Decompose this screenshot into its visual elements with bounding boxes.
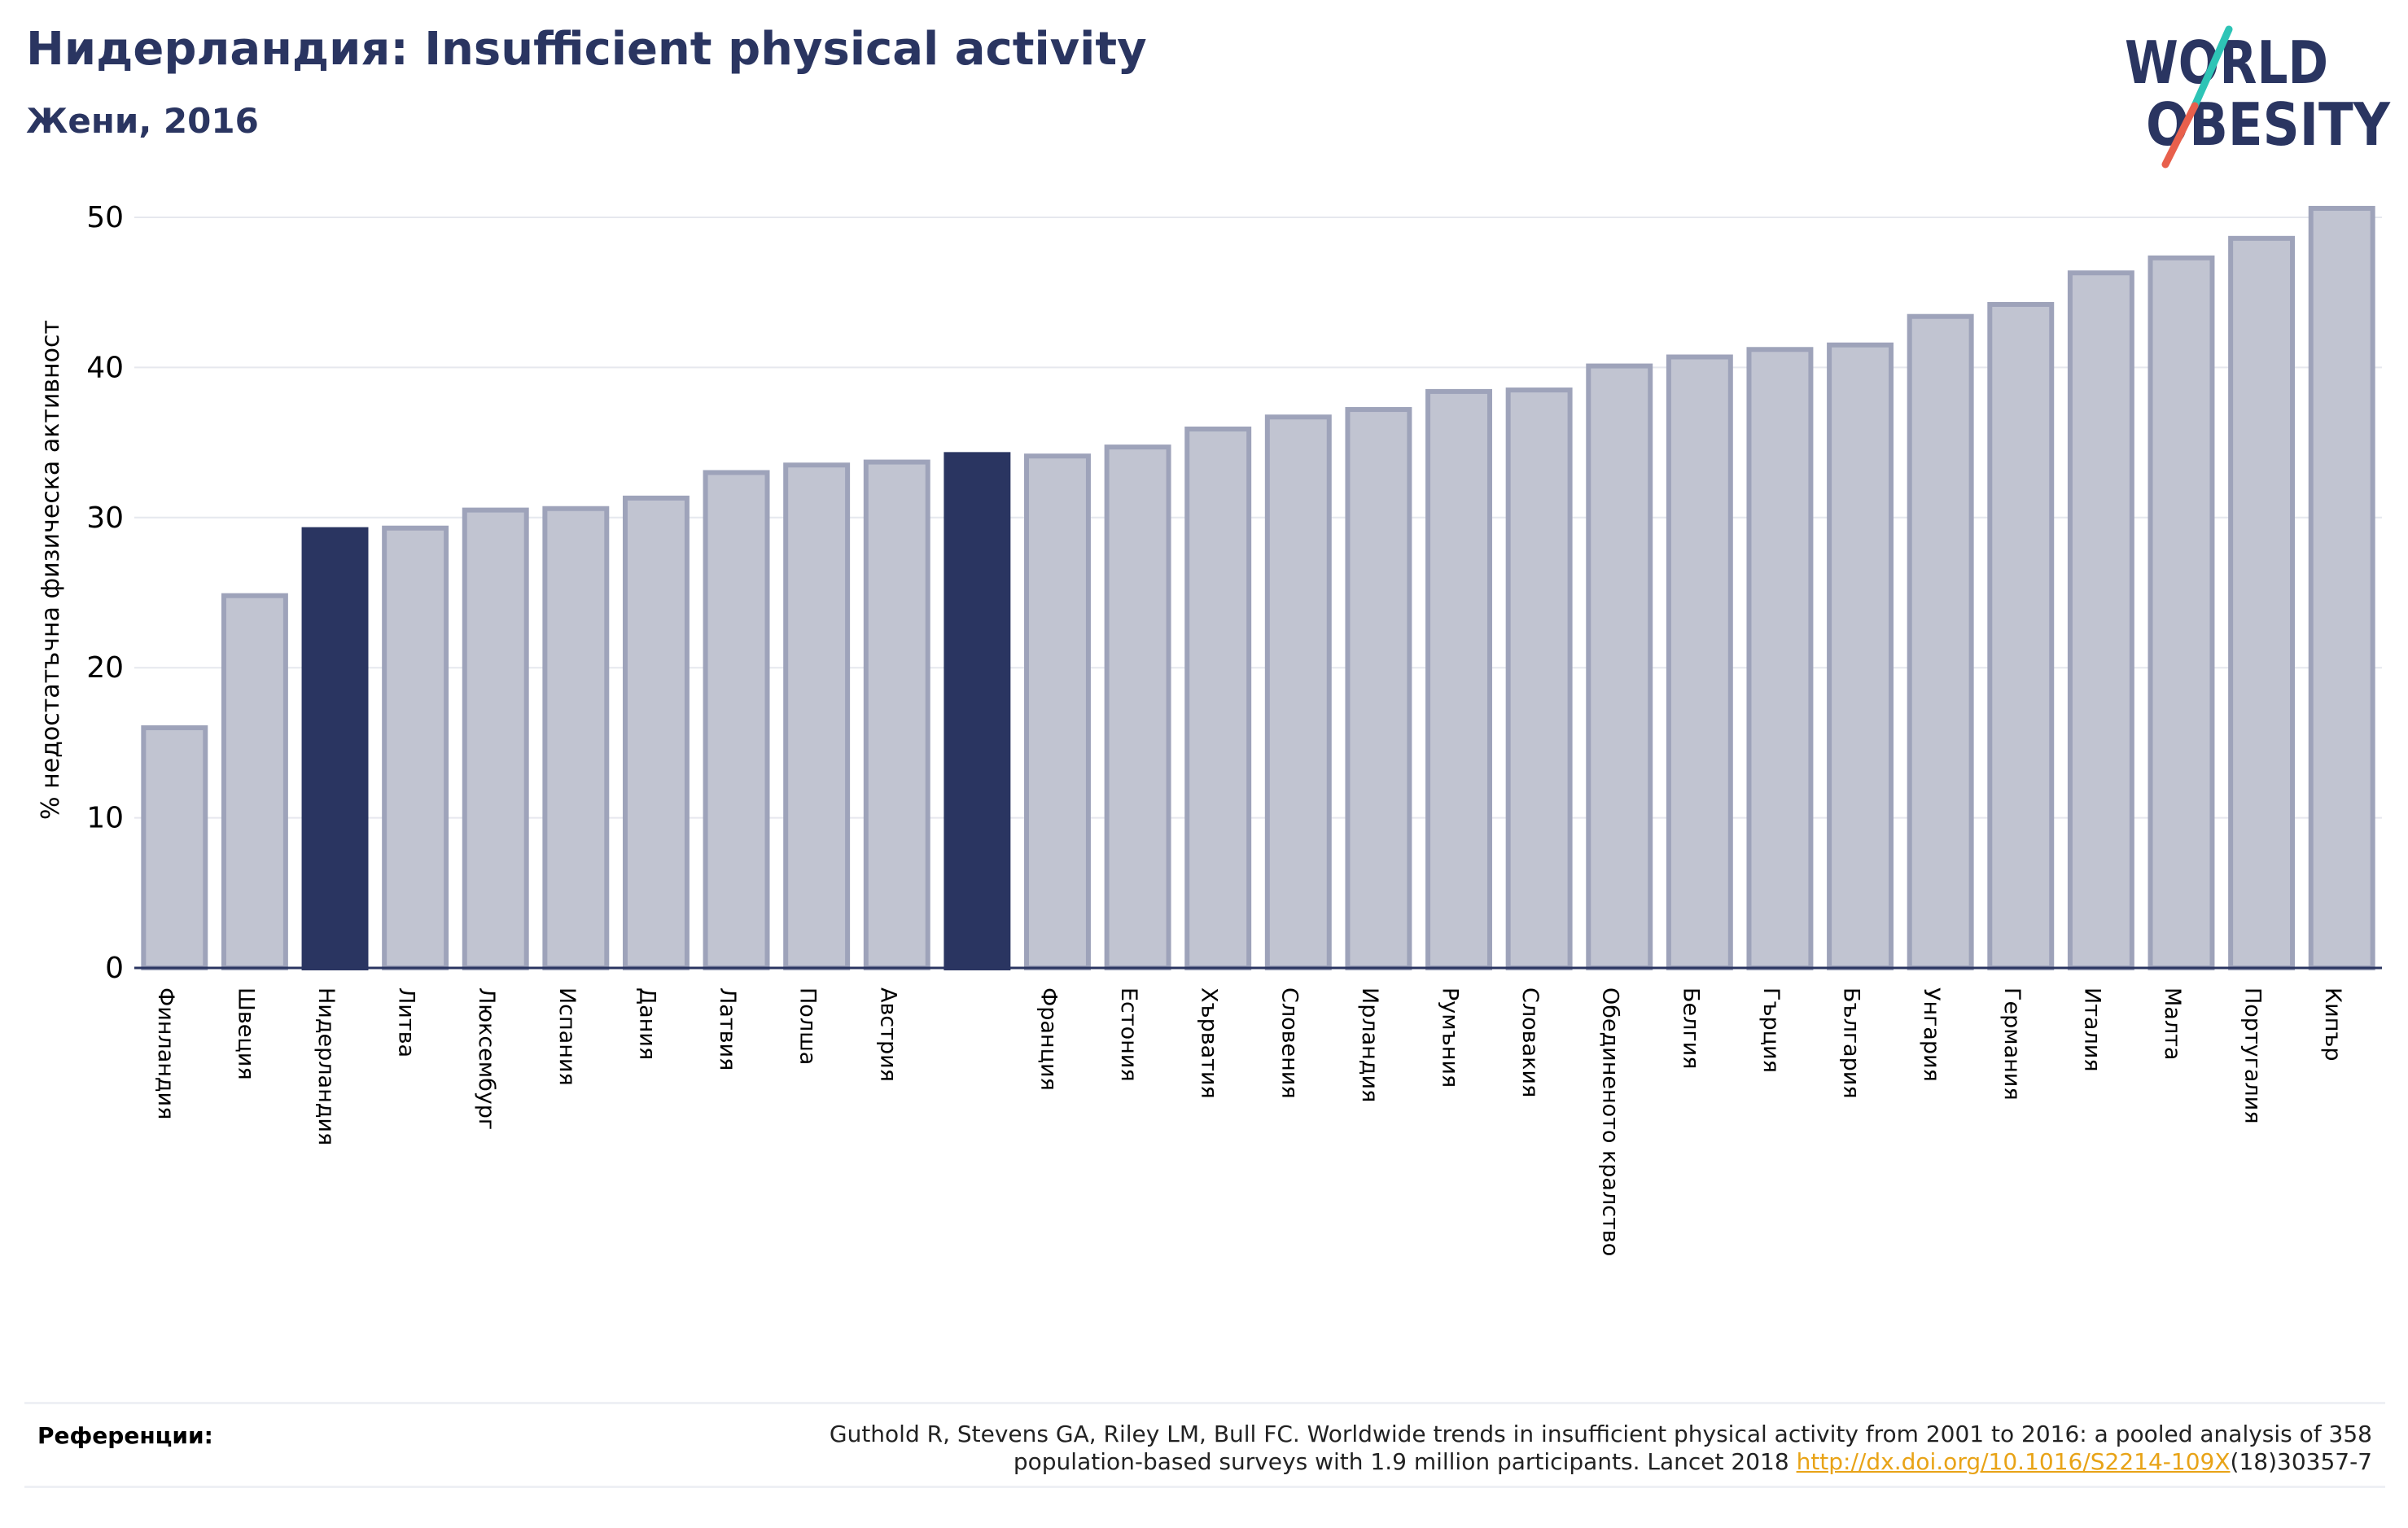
y-axis-ticks: 0 10 20 30 40 50 (86, 201, 124, 985)
y-tick-label: 10 (86, 802, 124, 835)
logo-slash-bottom (2161, 102, 2199, 169)
x-tick-label: Обединеното кралство (1598, 987, 1623, 1256)
bar (1746, 347, 1814, 971)
x-tick-label: Португалия (2240, 987, 2266, 1123)
references-line-1: Guthold R, Stevens GA, Riley LM, Bull FC… (829, 1421, 2372, 1447)
x-tick-label: Испания (554, 987, 580, 1086)
x-tick-label: Люксембург (474, 987, 499, 1130)
bar (2067, 270, 2134, 970)
bar (1425, 388, 1492, 970)
x-tick-label: Румъния (1438, 987, 1463, 1088)
x-tick-label: Хърватия (1197, 987, 1222, 1099)
references-line-2: population-based surveys with 1.9 millio… (830, 1448, 2372, 1476)
x-tick-label: Словакия (1517, 987, 1543, 1097)
bar (1907, 313, 1974, 971)
references-label: Референции: (37, 1422, 213, 1449)
x-tick-label: Гърция (1758, 987, 1784, 1073)
bar (1827, 342, 1894, 970)
y-tick-label: 50 (86, 201, 124, 234)
y-tick-label: 20 (86, 651, 124, 685)
bar (1666, 354, 1733, 970)
bar-chart: 0 10 20 30 40 50 Финландия Швеция Нидерландия Ли… (37, 201, 2382, 1256)
logo-slash-top (2191, 25, 2233, 110)
x-tick-label: Германия (1999, 987, 2025, 1101)
bar-highlighted (943, 452, 1011, 970)
y-axis-label: % недостатъчна физическа активност (37, 320, 65, 820)
x-tick-label: Дания (634, 987, 659, 1060)
bar (221, 593, 288, 970)
bar (2308, 205, 2375, 971)
bar (382, 525, 449, 970)
bar (1104, 444, 1171, 970)
x-tick-label: България (1839, 987, 1864, 1099)
x-tick-label: Австрия (875, 987, 900, 1082)
bars (141, 205, 2375, 971)
bar (1586, 363, 1653, 970)
y-tick-label: 40 (86, 351, 124, 384)
x-tick-label: Полша (795, 987, 821, 1065)
x-tick-label: Белгия (1678, 987, 1703, 1069)
references-line-2-start: population-based surveys with 1.9 millio… (1013, 1448, 1797, 1475)
bar (2147, 255, 2215, 970)
x-tick-label: Унгария (1919, 987, 1944, 1082)
chart-subtitle: Жени, 2016 (26, 101, 259, 141)
x-tick-label: Естония (1116, 987, 1141, 1082)
references-text: Guthold R, Stevens GA, Riley LM, Bull FC… (830, 1421, 2372, 1476)
bar (1345, 407, 1412, 971)
references-panel: Референции: Guthold R, Stevens GA, Riley… (24, 1402, 2385, 1488)
bar (542, 506, 610, 970)
bar (2228, 235, 2296, 971)
x-tick-label: Нидерландия (313, 987, 339, 1145)
x-tick-label: Словения (1276, 987, 1302, 1099)
x-tick-label: Кипър (2320, 987, 2345, 1062)
x-tick-label: Латвия (715, 987, 740, 1070)
x-tick-label: Италия (2079, 987, 2104, 1072)
bar (783, 462, 851, 970)
bar (141, 725, 208, 971)
bar (863, 459, 930, 970)
x-tick-label: Малта (2160, 987, 2185, 1060)
bar (1505, 387, 1573, 970)
bar-highlighted (301, 527, 369, 970)
bar (1184, 427, 1252, 970)
x-axis-labels: Финландия Швеция Нидерландия Литва Люксембур… (153, 987, 2345, 1256)
bar (703, 470, 770, 970)
y-tick-label: 30 (86, 501, 124, 535)
y-tick-label: 0 (105, 952, 124, 985)
doi-link[interactable]: http://dx.doi.org/10.1016/S2214-109X (1796, 1448, 2231, 1475)
x-tick-label: Литва (394, 987, 419, 1057)
references-line-2-end: (18)30357-7 (2230, 1448, 2372, 1475)
world-obesity-logo: WORLD OBESITY (2125, 25, 2391, 169)
bar (622, 495, 690, 970)
x-tick-label: Швеция (233, 987, 258, 1080)
x-tick-label: Ирландия (1357, 987, 1382, 1102)
bar (462, 507, 529, 970)
chart-title: Нидерландия: Insufficient physical activ… (26, 23, 1147, 76)
x-tick-label: Франция (1035, 987, 1061, 1091)
bar (1987, 301, 2055, 970)
bar (1024, 453, 1091, 970)
bar (1264, 414, 1332, 970)
x-tick-label: Финландия (153, 987, 178, 1119)
